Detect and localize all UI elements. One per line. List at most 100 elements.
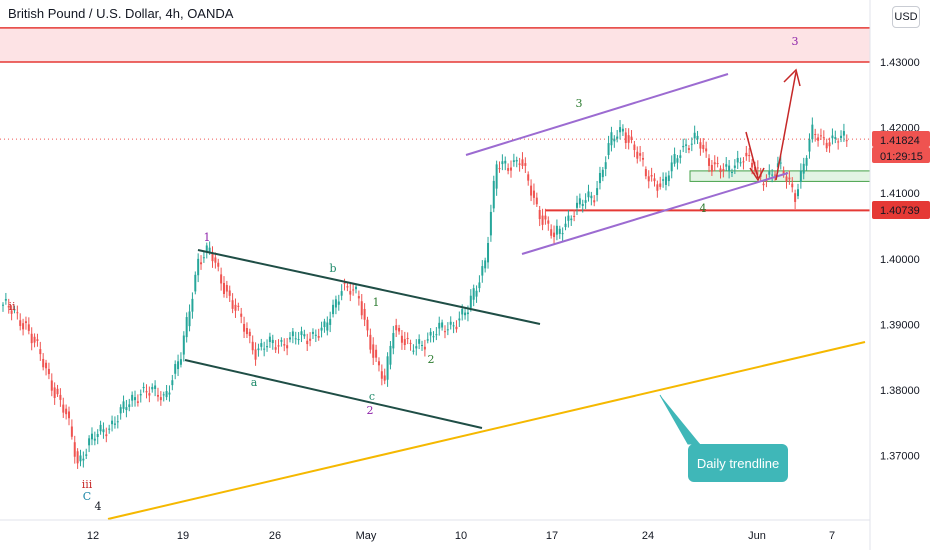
- candle-body: [561, 233, 564, 235]
- x-tick-label: Jun: [748, 530, 766, 542]
- candle-body: [283, 344, 286, 346]
- candle-body: [380, 371, 383, 379]
- candle-body: [630, 136, 633, 140]
- candle-body: [647, 176, 650, 182]
- candle-body: [142, 386, 145, 389]
- candle-body: [587, 191, 590, 198]
- candle-body: [452, 325, 455, 327]
- candle-body: [59, 394, 62, 400]
- candle-body: [627, 135, 630, 143]
- candle-body: [225, 285, 228, 292]
- candle-body: [570, 218, 573, 221]
- candle-body: [274, 347, 277, 350]
- candle-body: [392, 333, 395, 349]
- resistance-zone: [0, 27, 870, 62]
- candle-body: [653, 178, 656, 182]
- wave-label: c: [369, 390, 375, 403]
- candle-body: [544, 215, 547, 220]
- x-tick-label: 10: [455, 530, 467, 542]
- candle-body: [736, 157, 739, 163]
- wave-label: 1: [204, 231, 211, 244]
- candle-body: [751, 162, 754, 168]
- candle-body: [524, 163, 527, 166]
- candle-body: [555, 225, 558, 235]
- candle-body: [842, 131, 845, 136]
- x-tick-label: 19: [177, 530, 189, 542]
- candle-body: [355, 286, 358, 290]
- candle-body: [639, 153, 642, 156]
- candle-body: [128, 404, 131, 408]
- candle-body: [202, 257, 205, 259]
- candle-body: [125, 407, 128, 411]
- candle-body: [22, 323, 25, 330]
- candle-body: [461, 308, 464, 315]
- candle-body: [443, 331, 446, 333]
- candle-body: [369, 334, 372, 350]
- candle-body: [446, 329, 449, 331]
- candle-body: [289, 337, 291, 340]
- x-tick-label: 24: [642, 530, 654, 542]
- candle-body: [831, 135, 834, 139]
- candle-body: [70, 426, 73, 437]
- candle-body: [271, 339, 274, 344]
- candle-body: [311, 331, 314, 334]
- candle-body: [733, 165, 736, 168]
- candle-body: [260, 343, 263, 347]
- candle-body: [708, 158, 711, 166]
- candle-body: [515, 160, 518, 162]
- candle-body: [487, 243, 490, 263]
- candle-body: [88, 438, 91, 446]
- candle-body: [62, 404, 65, 413]
- currency-button[interactable]: USD: [892, 6, 920, 28]
- candle-body: [426, 339, 429, 341]
- candle-body: [710, 164, 713, 172]
- candle-body: [619, 127, 622, 133]
- candle-body: [817, 137, 820, 141]
- candle-body: [113, 423, 116, 425]
- candle-body: [455, 326, 458, 330]
- candle-body: [604, 162, 607, 169]
- candle-body: [352, 289, 355, 291]
- candle-body: [415, 346, 418, 349]
- candle-body: [670, 162, 673, 172]
- candle-body: [102, 429, 105, 433]
- candle-body: [713, 162, 716, 165]
- candle-body: [73, 442, 76, 457]
- candle-body: [24, 321, 27, 324]
- candle-body: [56, 388, 59, 395]
- candle-body: [266, 346, 269, 348]
- candle-body: [179, 359, 182, 365]
- candle-body: [30, 333, 33, 344]
- candle-body: [286, 345, 289, 349]
- candle-body: [719, 168, 722, 173]
- candle-body: [650, 175, 653, 177]
- candle-body: [690, 143, 693, 145]
- candle-body: [521, 159, 524, 166]
- candle-body: [7, 306, 10, 308]
- candle-body: [2, 304, 4, 306]
- candle-body: [222, 282, 225, 295]
- candle-body: [99, 424, 102, 432]
- candle-body: [205, 245, 208, 252]
- candle-body: [294, 338, 297, 340]
- candle-body: [136, 401, 139, 403]
- candle-body: [277, 345, 280, 347]
- candle-body: [538, 209, 541, 220]
- candle-body: [584, 200, 587, 203]
- candle-body: [303, 334, 306, 337]
- candle-body: [314, 334, 317, 336]
- candle-body: [398, 327, 401, 332]
- y-tick-label: 1.43000: [880, 57, 920, 69]
- candle-body: [613, 138, 616, 142]
- candle-body: [254, 349, 257, 360]
- candle-body: [363, 308, 366, 320]
- candle-body: [837, 141, 840, 143]
- candle-body: [320, 327, 323, 331]
- candle-body: [131, 394, 134, 401]
- candle-body: [268, 336, 271, 342]
- candle-body: [685, 144, 688, 146]
- candle-body: [791, 183, 794, 188]
- candle-body: [19, 320, 22, 326]
- candle-body: [432, 336, 435, 338]
- candle-body: [771, 174, 774, 176]
